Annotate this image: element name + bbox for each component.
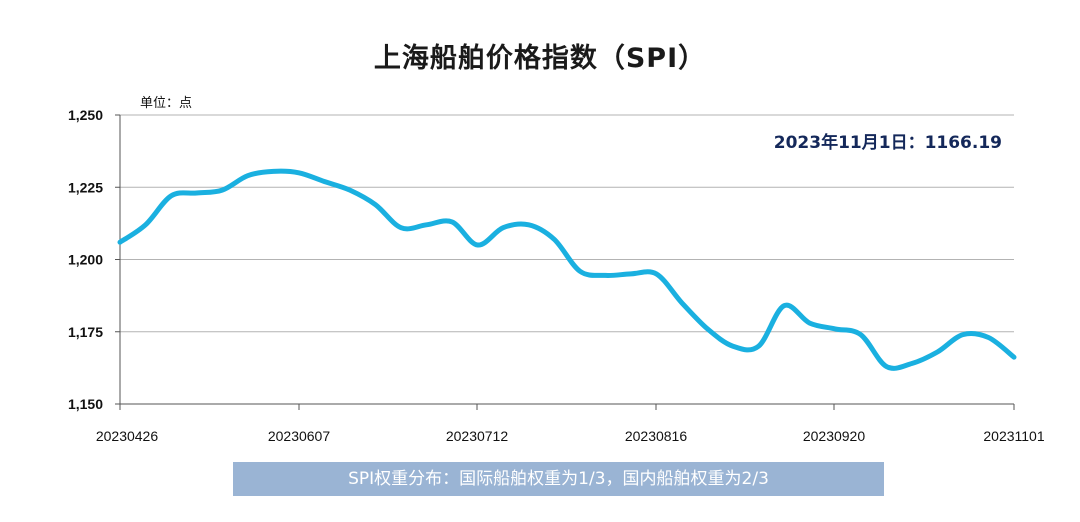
series-layer bbox=[117, 168, 1017, 371]
x-tick-labels: 20230426 20230607 20230712 20230816 20230920… bbox=[96, 428, 1045, 444]
x-tick-label: 20230712 bbox=[446, 428, 509, 444]
chart-title: 上海船舶价格指数（SPI） bbox=[373, 43, 707, 74]
y-tick-label: 1,225 bbox=[68, 179, 103, 195]
y-tick-label: 1,200 bbox=[68, 252, 103, 268]
weight-distribution-note: SPI权重分布：国际船舶权重为1/3，国内船舶权重为2/3 bbox=[233, 462, 884, 496]
x-tick-label: 20230816 bbox=[625, 428, 688, 444]
x-tick-label: 20231101 bbox=[983, 428, 1044, 444]
x-tick-label: 20230607 bbox=[268, 428, 331, 444]
latest-value-annotation: 2023年11月1日：1166.19 bbox=[774, 132, 1002, 153]
line-chart: 1,150 1,175 1,200 1,225 1,250 20230426 202306… bbox=[68, 107, 1045, 444]
y-tick-label: 1,150 bbox=[68, 396, 103, 412]
y-axis-unit-label: 单位：点 bbox=[140, 96, 193, 111]
y-tick-labels: 1,150 1,175 1,200 1,225 1,250 bbox=[68, 107, 103, 412]
y-tick-label: 1,250 bbox=[68, 107, 103, 123]
spi-series-line bbox=[117, 168, 1017, 371]
y-tick-label: 1,175 bbox=[68, 324, 103, 340]
x-tick-label: 20230426 bbox=[96, 428, 159, 444]
x-tick-label: 20230920 bbox=[803, 428, 866, 444]
axes bbox=[115, 114, 1015, 410]
